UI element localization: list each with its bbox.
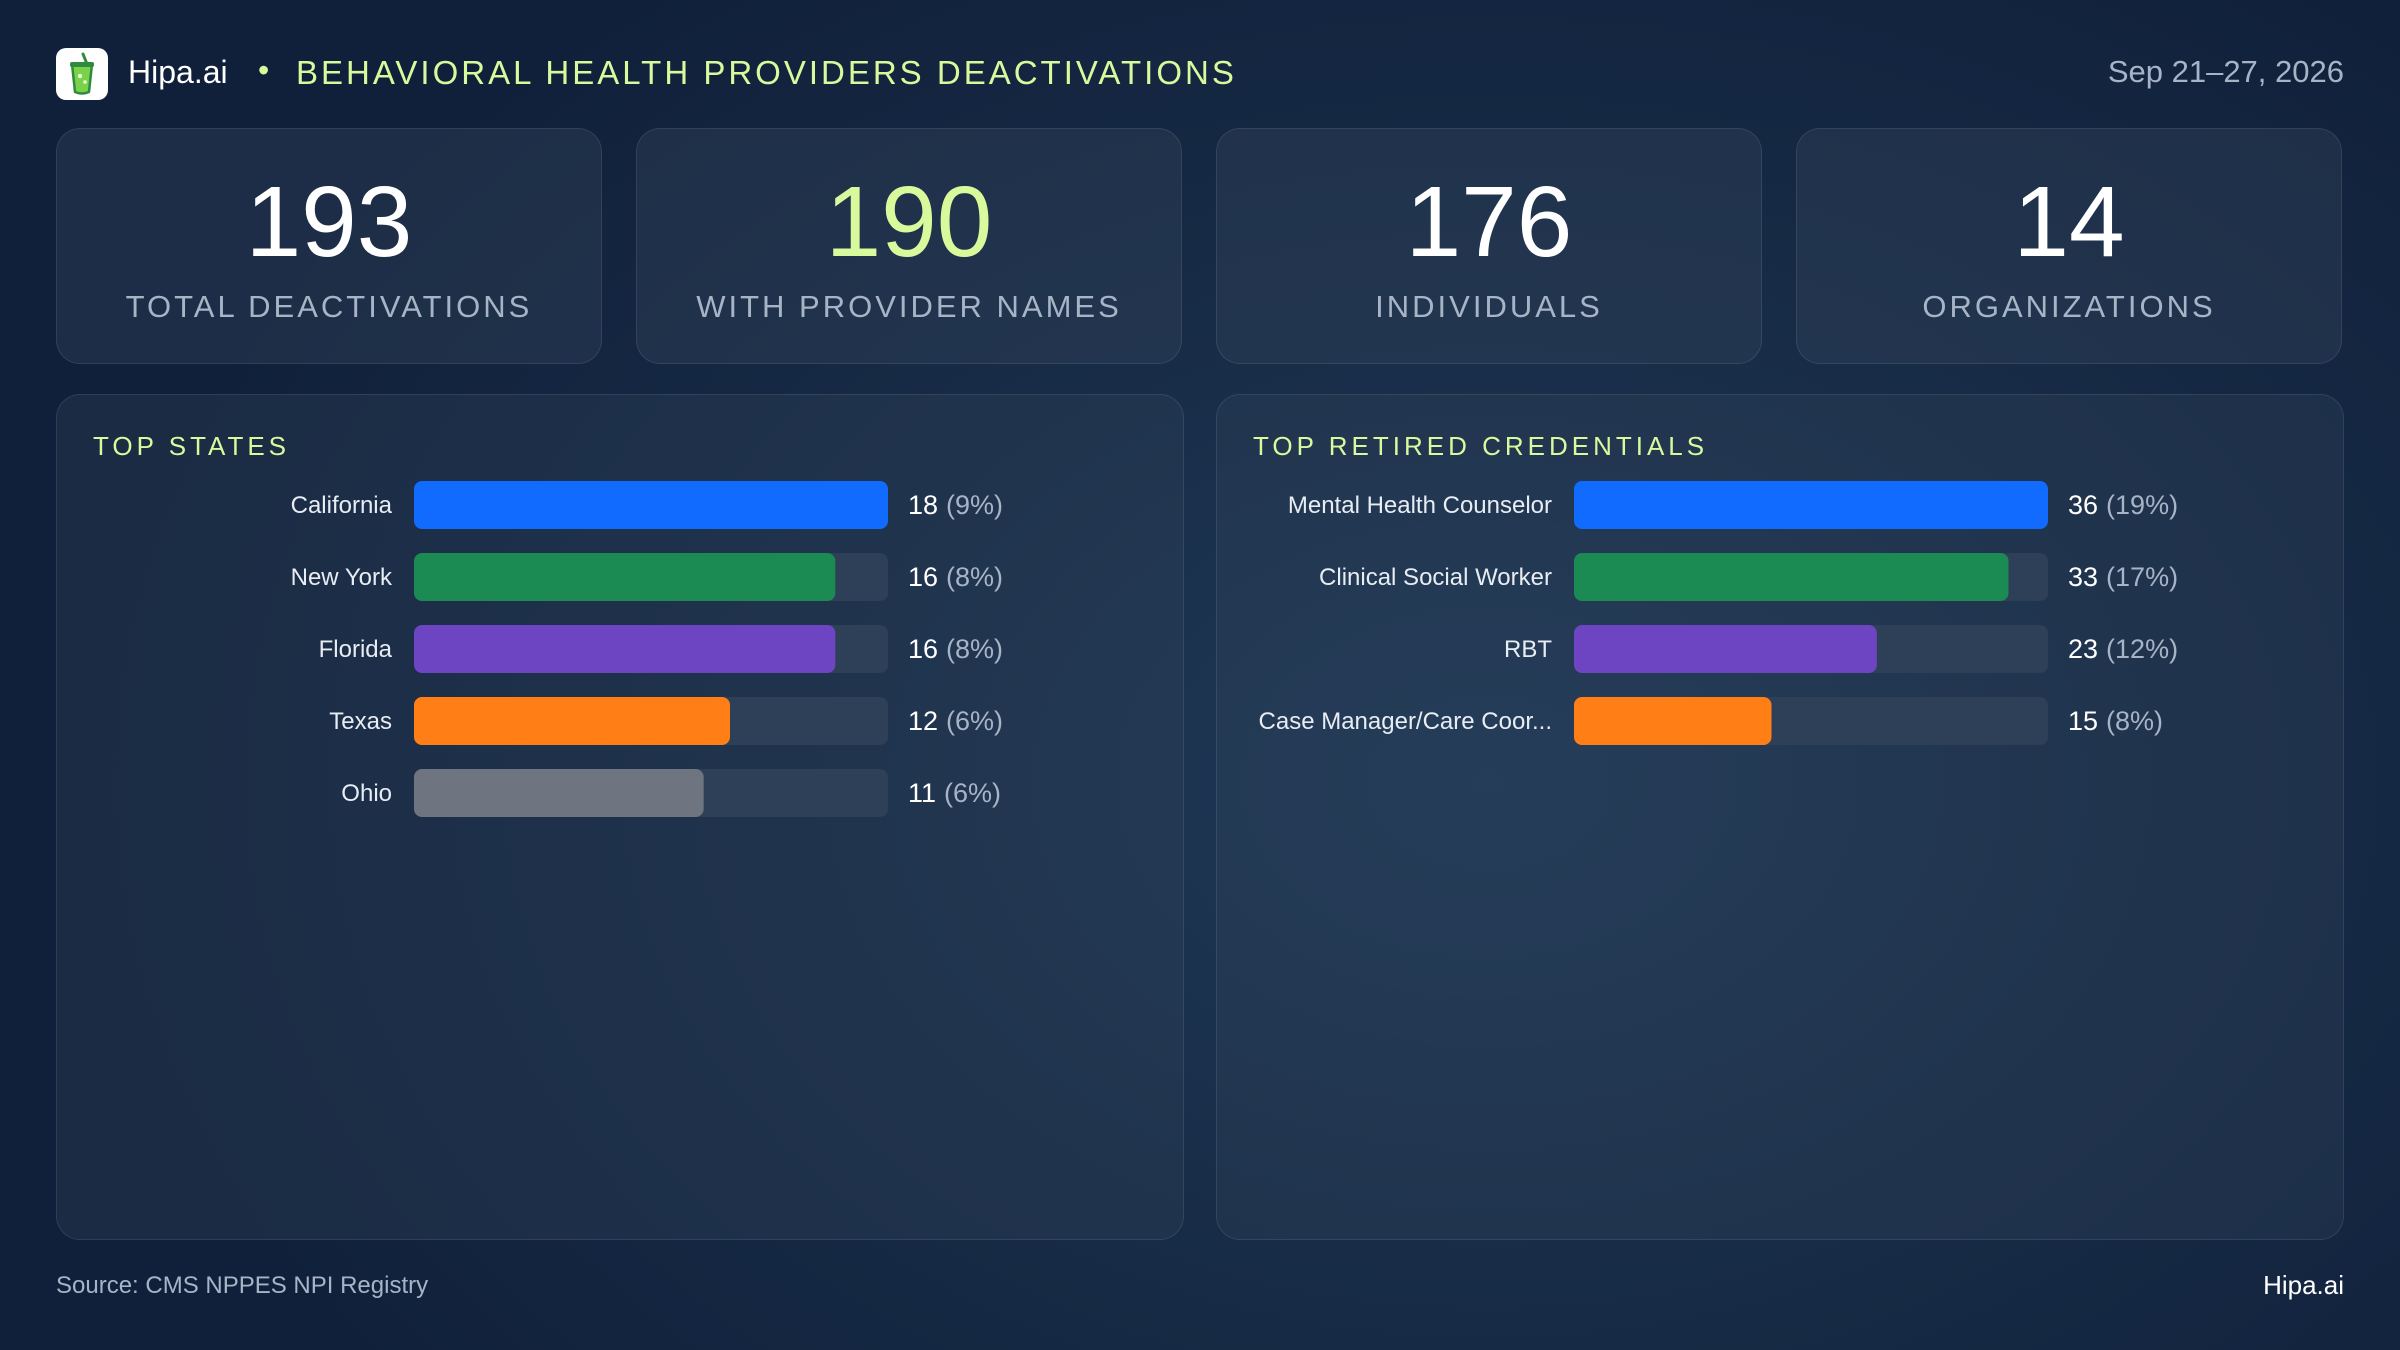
stat-value: 14	[2013, 166, 2125, 278]
value-count: 16	[908, 562, 938, 592]
category-label: New York	[291, 564, 393, 591]
stat-card-individuals: 176 INDIVIDUALS	[1216, 128, 1762, 364]
bar	[414, 625, 836, 673]
title-separator: •	[258, 52, 270, 88]
footer-brand: Hipa.ai	[2263, 1270, 2344, 1300]
value-label: 12 (6%)	[908, 706, 1003, 736]
value-label: 18 (9%)	[908, 490, 1003, 520]
category-label: Texas	[329, 708, 392, 735]
value-count: 33	[2068, 562, 2098, 592]
date-range: Sep 21–27, 2026	[2107, 54, 2344, 89]
stat-label: WITH PROVIDER NAMES	[696, 289, 1122, 324]
value-percent: (8%)	[2106, 706, 2163, 736]
value-count: 11	[908, 778, 936, 808]
stat-label: ORGANIZATIONS	[1922, 289, 2216, 324]
bar	[414, 553, 836, 601]
value-count: 36	[2068, 490, 2098, 520]
category-label: Case Manager/Care Coor...	[1259, 708, 1552, 735]
value-label: 16 (8%)	[908, 634, 1003, 664]
value-percent: (6%)	[944, 778, 1001, 808]
bar	[414, 769, 704, 817]
value-label: 15 (8%)	[2068, 706, 2163, 736]
panel-title: TOP RETIRED CREDENTIALS	[1253, 431, 1709, 461]
stat-card-with-provider-names: 190 WITH PROVIDER NAMES	[636, 128, 1182, 364]
stat-label: INDIVIDUALS	[1375, 289, 1603, 324]
bar	[1574, 625, 1877, 673]
panel-title: TOP STATES	[93, 431, 291, 461]
top-credentials-panel: TOP RETIRED CREDENTIALS Mental Health Co…	[1216, 394, 2344, 1240]
value-label: 36 (19%)	[2068, 490, 2178, 520]
value-count: 15	[2068, 706, 2098, 736]
stat-value: 190	[825, 166, 993, 278]
stat-card-total-deactivations: 193 TOTAL DEACTIVATIONS	[56, 128, 602, 364]
value-percent: (6%)	[946, 706, 1003, 736]
category-label: Ohio	[341, 780, 392, 807]
stat-card-organizations: 14 ORGANIZATIONS	[1796, 128, 2342, 364]
category-label: Florida	[319, 636, 393, 663]
category-label: RBT	[1504, 636, 1552, 663]
value-count: 18	[908, 490, 938, 520]
value-count: 23	[2068, 634, 2098, 664]
report-title: BEHAVIORAL HEALTH PROVIDERS DEACTIVATION…	[296, 54, 1237, 91]
value-percent: (17%)	[2106, 562, 2178, 592]
stat-value: 176	[1405, 166, 1573, 278]
value-label: 11 (6%)	[908, 778, 1001, 808]
value-count: 12	[908, 706, 938, 736]
stat-label: TOTAL DEACTIVATIONS	[125, 289, 533, 324]
value-percent: (9%)	[946, 490, 1003, 520]
category-label: Mental Health Counselor	[1288, 492, 1552, 519]
bar	[414, 697, 730, 745]
category-label: Clinical Social Worker	[1319, 564, 1552, 591]
source-note: Source: CMS NPPES NPI Registry	[56, 1272, 429, 1299]
value-label: 33 (17%)	[2068, 562, 2178, 592]
bar	[1574, 481, 2048, 529]
brand-name: Hipa.ai	[128, 54, 228, 90]
top-states-chart: California 18 (9%) New York 16 (8%) Florida 16 (…	[291, 481, 1003, 817]
value-percent: (8%)	[946, 562, 1003, 592]
top-states-panel: TOP STATES California 18 (9%) New York 16 (8%…	[56, 394, 1184, 1240]
value-percent: (8%)	[946, 634, 1003, 664]
value-count: 16	[908, 634, 938, 664]
value-label: 16 (8%)	[908, 562, 1003, 592]
top-credentials-chart: Mental Health Counselor 36 (19%) Clinical S…	[1259, 481, 2178, 745]
bar	[1574, 697, 1772, 745]
stat-value: 193	[245, 166, 413, 278]
cup-with-straw-icon	[56, 48, 108, 100]
value-percent: (12%)	[2106, 634, 2178, 664]
value-percent: (19%)	[2106, 490, 2178, 520]
stats-row: 193 TOTAL DEACTIVATIONS 190 WITH PROVIDE…	[56, 128, 2344, 366]
category-label: California	[291, 492, 393, 519]
bar	[1574, 553, 2009, 601]
value-label: 23 (12%)	[2068, 634, 2178, 664]
bar	[414, 481, 888, 529]
header: Hipa.ai • BEHAVIORAL HEALTH PROVIDERS DE…	[56, 46, 2344, 102]
